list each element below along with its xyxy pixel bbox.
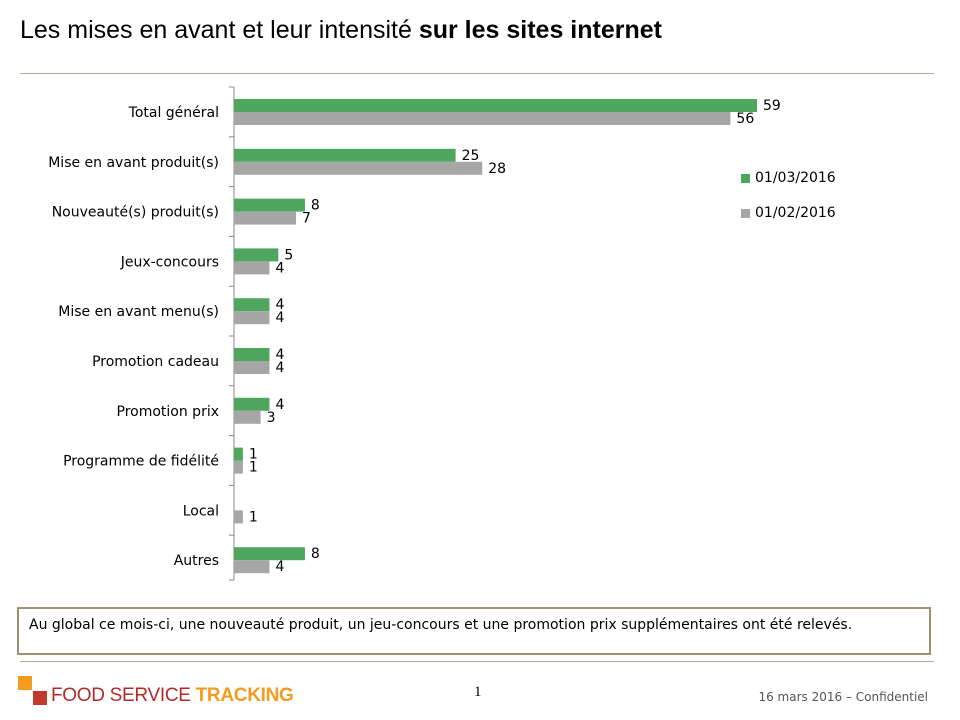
category-label: Nouveauté(s) produit(s) [52, 205, 219, 221]
bottom-divider [20, 661, 934, 662]
data-label-series-1: 4 [275, 297, 284, 313]
logo-text-part1: FOOD SERVICE [51, 685, 196, 706]
bar-series-2 [234, 161, 483, 175]
bar-series-1 [234, 248, 279, 262]
category-label: Programme de fidélité [63, 454, 219, 470]
data-label-series-2: 3 [267, 410, 276, 426]
page-title: Les mises en avant et leur intensité sur… [20, 16, 662, 45]
legend-label-series-2: 01/02/2016 [755, 205, 836, 221]
footer-date: 16 mars 2016 – Confidentiel [758, 690, 928, 704]
category-label: Jeux-concours [120, 254, 219, 270]
data-label-series-2: 7 [302, 211, 311, 227]
bar-chart: Total général 59 56 Mise en avant produit(s… [48, 86, 781, 581]
bar-series-1 [234, 547, 305, 561]
bar-series-1 [234, 447, 243, 461]
bar-series-2 [234, 460, 243, 474]
brand-logo: FOOD SERVICE TRACKING [18, 676, 318, 706]
bar-series-2 [234, 311, 270, 325]
data-label-series-2: 4 [275, 260, 284, 276]
category-label: Promotion cadeau [92, 354, 219, 370]
data-label-series-1: 4 [275, 397, 284, 413]
legend-item-series-1: 01/03/2016 [741, 170, 836, 186]
bar-series-2 [234, 361, 270, 374]
bar-series-2 [234, 112, 731, 125]
top-divider [20, 73, 934, 74]
bar-series-1 [234, 348, 270, 361]
category-label: Total général [128, 105, 219, 121]
logo-text-part2: TRACKING [195, 685, 294, 706]
bar-series-1 [234, 397, 270, 411]
data-label-series-1: 4 [275, 347, 284, 363]
bar-series-2 [234, 510, 243, 524]
data-label-series-2: 1 [249, 460, 258, 476]
data-label-series-1: 25 [462, 148, 480, 164]
bar-series-2 [234, 211, 297, 225]
category-label: Promotion prix [117, 404, 220, 420]
logo-text: FOOD SERVICE TRACKING [51, 685, 294, 707]
page-number: 1 [474, 684, 482, 700]
data-label-series-1: 1 [249, 447, 258, 463]
data-label-series-1: 8 [311, 198, 320, 214]
data-label-series-1: 59 [763, 98, 781, 114]
category-label: Mise en avant menu(s) [58, 304, 219, 320]
data-label-series-2: 1 [249, 509, 258, 525]
data-label-series-2: 4 [275, 310, 284, 326]
category-label: Local [183, 503, 219, 519]
data-label-series-2: 28 [488, 161, 506, 177]
data-label-series-1: 5 [284, 247, 293, 263]
legend-swatch-series-1 [741, 173, 750, 183]
summary-note: Au global ce mois-ci, une nouveauté prod… [17, 607, 931, 655]
data-label-series-2: 4 [275, 559, 284, 575]
category-label: Mise en avant produit(s) [48, 155, 219, 171]
bar-series-2 [234, 560, 270, 574]
bar-series-1 [234, 198, 305, 212]
bar-series-2 [234, 410, 261, 424]
data-label-series-2: 56 [736, 111, 754, 127]
logo-square-orange [18, 676, 32, 690]
bar-series-1 [234, 298, 270, 312]
data-label-series-2: 4 [275, 360, 284, 376]
title-bold: sur les sites internet [418, 16, 662, 44]
bar-series-2 [234, 261, 270, 275]
data-label-series-1: 8 [311, 546, 320, 562]
bar-series-1 [234, 99, 757, 112]
legend-label-series-1: 01/03/2016 [755, 170, 836, 186]
category-label: Autres [174, 553, 219, 569]
bar-series-1 [234, 148, 456, 162]
legend-item-series-2: 01/02/2016 [741, 205, 836, 221]
legend-swatch-series-2 [741, 208, 750, 218]
title-normal: Les mises en avant et leur intensité [20, 16, 419, 44]
logo-square-red [33, 691, 47, 705]
